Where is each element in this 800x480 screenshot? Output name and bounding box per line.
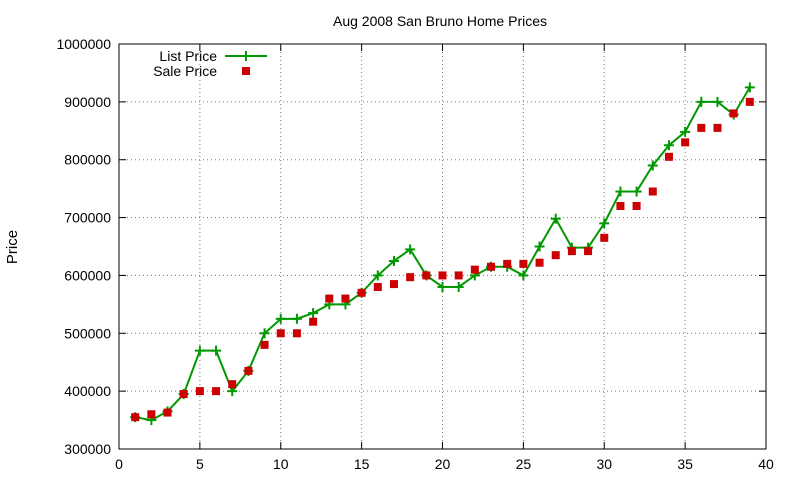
sale-price-point xyxy=(422,271,431,280)
x-tick-label: 20 xyxy=(435,456,451,472)
sale-price-point xyxy=(341,294,350,303)
sale-price-point xyxy=(179,390,188,399)
y-tick-label: 400000 xyxy=(64,383,111,399)
legend-symbol-sale-price xyxy=(242,67,250,75)
legend-symbol-list-price xyxy=(225,51,267,61)
x-tick-label: 40 xyxy=(758,456,774,472)
sale-price-point xyxy=(292,329,301,338)
sale-price-point xyxy=(567,247,576,256)
sale-price-point xyxy=(228,380,237,389)
list-price-point xyxy=(647,160,658,171)
list-price-point xyxy=(259,328,270,339)
legend-label-list-price: List Price xyxy=(159,48,217,64)
sale-price-point xyxy=(309,317,318,326)
sale-price-point xyxy=(713,123,722,132)
list-price-point xyxy=(696,96,707,107)
x-tick-label: 10 xyxy=(273,456,289,472)
legend-marker xyxy=(242,67,250,75)
sale-price-point xyxy=(519,259,528,268)
sale-price-point xyxy=(664,152,673,161)
list-price-point xyxy=(437,282,448,292)
list-price-point xyxy=(211,345,222,356)
legend-label-sale-price: Sale Price xyxy=(153,63,217,79)
list-price-point xyxy=(712,96,723,107)
sale-price-point xyxy=(535,258,544,267)
list-price-point xyxy=(680,126,691,137)
x-tick-label: 25 xyxy=(516,456,532,472)
list-price-point xyxy=(744,82,755,93)
x-tick-label: 15 xyxy=(354,456,370,472)
sale-price-point xyxy=(697,123,706,132)
sale-price-point xyxy=(373,283,382,291)
x-tick-label: 5 xyxy=(196,456,204,472)
list-price-point xyxy=(275,313,286,324)
tick-layer: 0 5 10 15 20 25 30 35 40 300000 400000 500000 600000… xyxy=(56,36,774,472)
y-tick-label: 600000 xyxy=(64,267,111,283)
list-price-point xyxy=(388,255,399,266)
y-tick-label: 1000000 xyxy=(56,36,111,52)
sale-price-point xyxy=(745,97,754,106)
chart-title: Aug 2008 San Bruno Home Prices xyxy=(333,13,547,29)
y-tick-label: 900000 xyxy=(64,94,111,110)
sale-price-point xyxy=(163,408,172,417)
sale-price-point xyxy=(389,280,398,289)
list-price-point xyxy=(615,186,626,197)
sale-price-point xyxy=(454,271,463,280)
sale-price-point xyxy=(276,329,285,338)
sale-price-point xyxy=(260,340,269,349)
sale-price-point xyxy=(470,265,479,274)
list-price-point xyxy=(291,313,302,324)
sale-price-point xyxy=(195,387,204,396)
list-price-point xyxy=(405,244,416,255)
sale-price-point xyxy=(487,262,496,271)
sale-price-point xyxy=(729,109,738,118)
y-tick-label: 700000 xyxy=(64,210,111,226)
sale-price-point xyxy=(648,187,657,196)
x-tick-label: 0 xyxy=(115,456,123,472)
list-price-point xyxy=(599,218,610,229)
sale-price-point xyxy=(244,366,253,375)
list-price-point xyxy=(372,270,383,281)
sale-price-point xyxy=(406,273,415,282)
list-price-point xyxy=(453,282,464,292)
y-tick-label: 800000 xyxy=(64,152,111,168)
y-tick-label: 300000 xyxy=(64,441,111,457)
series-layer xyxy=(130,82,755,426)
sale-price-point xyxy=(131,413,140,422)
sale-price-point xyxy=(616,202,625,210)
legend-marker xyxy=(241,51,251,61)
list-price-point xyxy=(534,241,545,252)
list-price-point xyxy=(663,140,674,151)
sale-price-point xyxy=(551,251,560,260)
sale-price-point xyxy=(357,288,366,297)
sale-price-point xyxy=(438,271,447,280)
list-price-point xyxy=(631,186,642,197)
list-price-point xyxy=(518,270,529,281)
y-tick-label: 500000 xyxy=(64,325,111,341)
list-price-point xyxy=(550,213,561,224)
sale-price-point xyxy=(584,247,593,256)
x-tick-label: 35 xyxy=(677,456,693,472)
sale-price-point xyxy=(147,410,156,419)
sale-price-point xyxy=(632,202,641,210)
list-price-point xyxy=(308,308,319,319)
sale-price-point xyxy=(600,233,609,242)
sale-price-point xyxy=(681,138,690,147)
sale-price-point xyxy=(503,259,512,268)
y-axis-label: Price xyxy=(4,230,21,264)
sale-price-point xyxy=(212,387,221,396)
list-price-point xyxy=(194,345,205,356)
legend: List Price Sale Price xyxy=(153,48,267,79)
x-tick-label: 30 xyxy=(596,456,612,472)
sale-price-point xyxy=(325,294,334,303)
